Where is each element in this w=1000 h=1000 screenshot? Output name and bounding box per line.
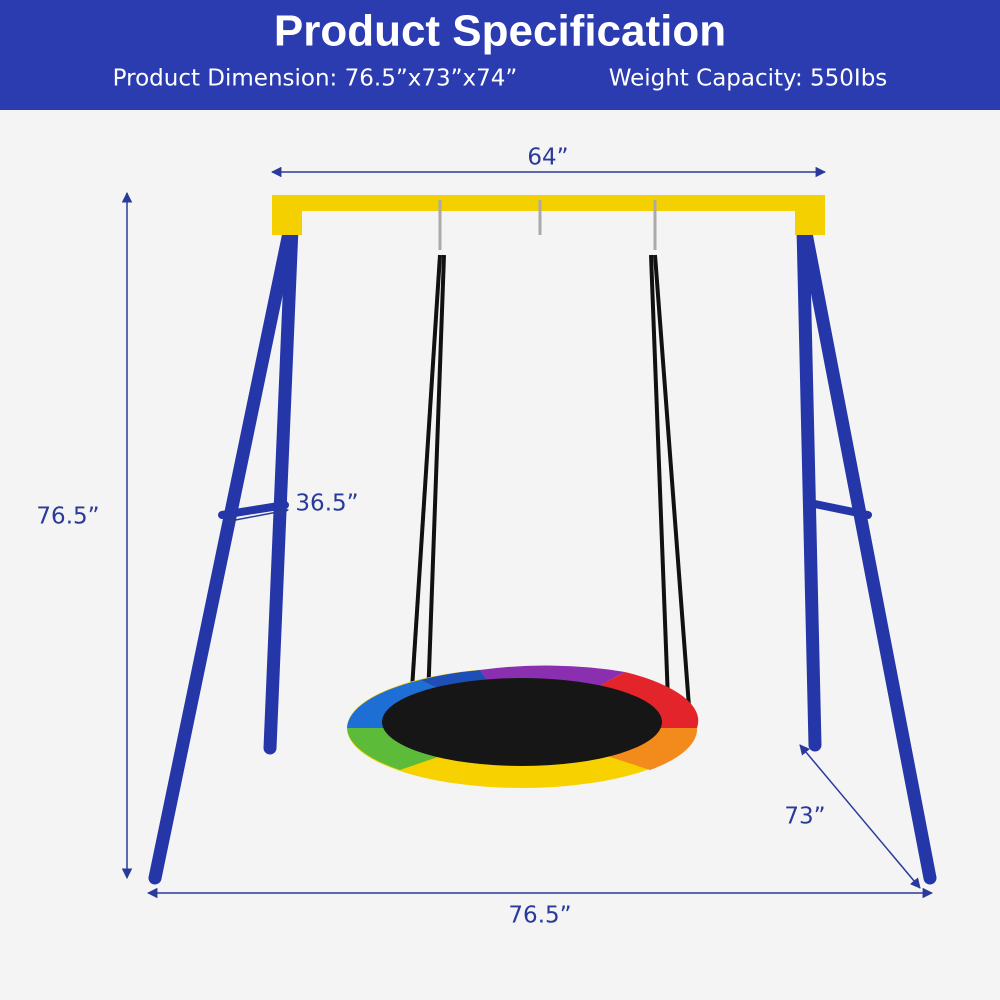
dimension-spec: Product Dimension: 76.5”x73”x74”	[113, 66, 518, 92]
base-width-label: 76.5”	[508, 903, 571, 929]
rope	[408, 254, 442, 721]
hooks	[438, 200, 657, 250]
weight-spec: Weight Capacity: 550Ibs	[609, 66, 888, 92]
leg	[148, 221, 297, 885]
height-label: 76.5”	[36, 504, 99, 530]
leg	[796, 221, 822, 752]
dimension-line	[223, 506, 290, 526]
brace	[806, 499, 872, 519]
swing-seat	[347, 665, 699, 788]
depth-label: 73”	[784, 804, 825, 830]
seat-mesh	[382, 678, 662, 766]
top-width-label: 64”	[527, 145, 568, 171]
bracket	[272, 195, 302, 235]
bracket	[795, 195, 825, 235]
header-band	[0, 0, 1000, 110]
rope	[653, 254, 692, 721]
ropes	[408, 254, 692, 721]
rope	[649, 254, 670, 701]
brace-label: 36.5”	[295, 491, 358, 517]
dimension-line	[799, 744, 921, 889]
rope	[426, 254, 446, 701]
leg	[263, 221, 299, 755]
title: Product Specification	[274, 7, 726, 56]
top-bar	[272, 195, 825, 211]
